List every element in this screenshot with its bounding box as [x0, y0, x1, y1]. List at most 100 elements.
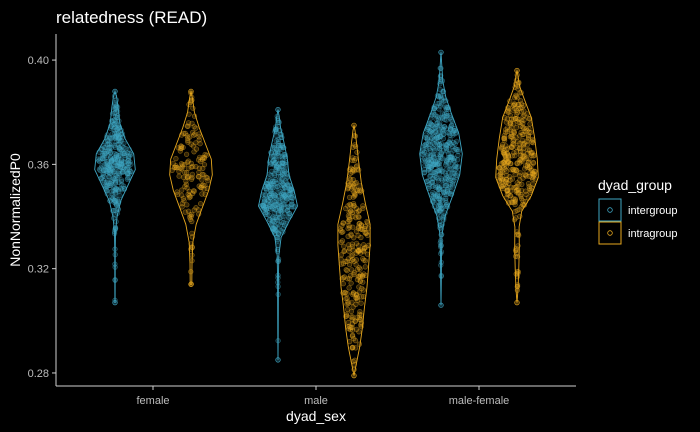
violin-intragroup-male: [337, 122, 372, 379]
data-point: [108, 165, 114, 171]
data-point: [524, 111, 530, 117]
data-point: [443, 195, 449, 201]
data-point: [351, 122, 357, 128]
data-point: [101, 178, 107, 184]
data-point: [112, 212, 119, 218]
data-point: [274, 197, 280, 203]
data-point: [350, 304, 356, 310]
data-point: [189, 218, 195, 225]
data-point: [502, 114, 508, 121]
data-point: [112, 162, 119, 168]
data-point: [530, 171, 536, 177]
data-point: [352, 357, 358, 363]
data-point: [518, 192, 524, 198]
data-point: [113, 175, 119, 182]
data-point: [283, 167, 290, 173]
data-point: [519, 104, 525, 111]
data-point: [112, 106, 118, 112]
data-point: [176, 173, 182, 179]
data-point: [101, 157, 107, 163]
data-point: [455, 164, 461, 170]
data-point: [179, 192, 185, 198]
data-point: [276, 166, 283, 172]
data-point: [365, 225, 371, 231]
data-point: [342, 258, 348, 265]
data-point: [271, 209, 277, 216]
data-point: [349, 299, 355, 305]
violin-points: [337, 122, 372, 379]
data-point: [265, 198, 271, 204]
data-point: [437, 65, 443, 71]
data-point: [503, 195, 509, 201]
data-point: [427, 139, 433, 145]
data-point: [355, 232, 361, 239]
data-point: [530, 138, 536, 144]
data-point: [437, 81, 443, 87]
data-point: [352, 338, 359, 344]
data-point: [198, 159, 204, 165]
data-point: [508, 167, 514, 173]
data-point: [193, 146, 200, 152]
legend-point-intragroup: [607, 230, 613, 236]
data-point: [353, 228, 360, 234]
data-point: [360, 294, 367, 300]
data-point: [530, 181, 536, 187]
data-point: [426, 121, 432, 127]
data-point: [526, 126, 532, 132]
data-point: [350, 224, 356, 230]
data-point: [423, 141, 429, 147]
data-point: [274, 116, 281, 122]
data-point: [272, 129, 278, 135]
data-point: [339, 276, 345, 282]
data-point: [427, 184, 433, 190]
data-point: [504, 109, 511, 115]
data-point: [271, 171, 277, 177]
data-point: [361, 257, 367, 263]
data-point: [441, 213, 447, 219]
data-point: [423, 132, 429, 138]
data-point: [437, 197, 443, 203]
data-point: [498, 176, 504, 182]
data-point: [505, 200, 512, 206]
data-point: [522, 199, 529, 205]
data-point: [352, 318, 358, 324]
data-point: [512, 101, 518, 107]
data-point: [527, 121, 533, 127]
data-point: [431, 137, 438, 143]
data-point: [262, 193, 269, 199]
data-point: [526, 115, 532, 122]
data-point: [275, 243, 281, 249]
data-point: [351, 235, 357, 241]
data-point: [361, 242, 367, 248]
data-point: [101, 145, 108, 151]
data-point: [511, 129, 517, 135]
data-point: [121, 140, 127, 146]
data-point: [514, 232, 520, 238]
data-point: [439, 205, 445, 211]
data-point: [442, 210, 448, 216]
data-point: [434, 151, 440, 157]
data-point: [509, 176, 516, 182]
data-point: [353, 215, 359, 221]
data-point: [362, 245, 368, 251]
data-point: [436, 114, 443, 120]
data-point: [438, 259, 444, 265]
data-point: [452, 126, 458, 132]
data-point: [344, 301, 350, 307]
data-point: [499, 144, 505, 150]
data-point: [96, 158, 102, 164]
data-point: [526, 156, 532, 162]
data-point: [106, 147, 113, 153]
data-point: [258, 203, 264, 209]
data-point: [515, 139, 521, 145]
data-point: [511, 217, 518, 223]
data-point: [338, 256, 344, 262]
data-point: [348, 231, 354, 237]
data-point: [121, 186, 128, 192]
data-point: [349, 333, 356, 339]
data-point: [438, 238, 444, 244]
data-point: [275, 279, 281, 286]
data-point: [356, 289, 362, 295]
data-point: [507, 127, 513, 133]
data-point: [436, 215, 442, 221]
